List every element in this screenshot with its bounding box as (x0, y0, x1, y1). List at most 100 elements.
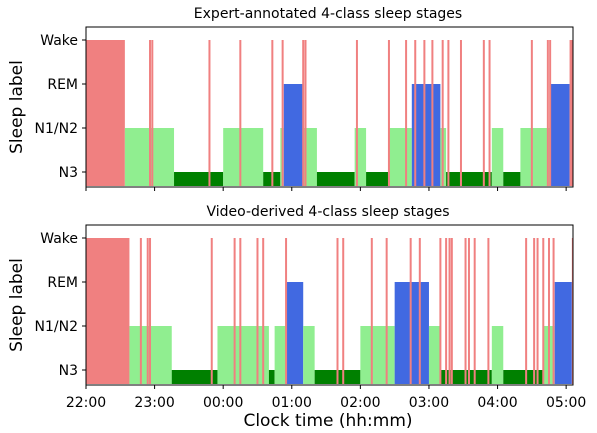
wake-spike (488, 40, 491, 186)
panel2-ylabel: Sleep label (7, 258, 27, 352)
panel2-frame (85, 224, 574, 386)
stage-segment-n1-n2 (428, 326, 441, 384)
wake-spike (467, 238, 470, 384)
stage-segment-n3 (171, 370, 218, 384)
stage-segment-n3 (366, 172, 389, 186)
wake-spike (549, 40, 552, 186)
wake-spike (409, 238, 412, 384)
wake-spike (256, 238, 259, 384)
wake-spike (149, 40, 152, 186)
y-tick-label: REM (47, 275, 78, 291)
y-tick-label: Wake (40, 33, 78, 49)
wake-spike (447, 40, 450, 186)
wake-spike (414, 40, 417, 186)
wake-spike (208, 40, 211, 186)
wake-spike (552, 238, 555, 384)
wake-spike (536, 238, 539, 384)
stage-segment-n3 (446, 172, 492, 186)
stage-segment-n1-n2 (360, 326, 395, 384)
wake-spike (448, 238, 451, 384)
wake-spike (441, 40, 444, 186)
y-tick-label: N1/N2 (35, 121, 78, 137)
stage-segment-n1-n2 (223, 128, 264, 186)
wake-spike (271, 40, 274, 186)
wake-spike (342, 238, 345, 384)
wake-spike (487, 238, 490, 384)
wake-spike (239, 40, 242, 186)
wake-spike (525, 238, 528, 384)
stage-segment-n3 (503, 172, 521, 186)
wake-spike (423, 40, 426, 186)
panel1-frame (85, 26, 574, 188)
wake-spike (285, 238, 288, 384)
stage-segment-n3 (268, 370, 275, 384)
panel2-xticks: 22:00 23:00 00:00 01:00 02:00 03:00 04:00 05:00 (66, 385, 586, 411)
stage-segment-rem (394, 282, 429, 384)
wake-spike (239, 238, 242, 384)
panel1-yticks: N3 N1/N2 REM Wake (35, 33, 86, 181)
stage-segment-n1-n2 (303, 326, 315, 384)
panel1-ylabel: Sleep label (7, 60, 27, 154)
wake-spike (445, 238, 448, 384)
y-tick-label: N3 (59, 363, 78, 379)
y-tick-label: N1/N2 (35, 319, 78, 335)
panel-video: Video-derived 4-class sleep stages N3 N1/… (7, 204, 586, 431)
wake-spike (281, 40, 284, 186)
wake-spike (439, 238, 442, 384)
wake-spike (530, 40, 533, 186)
stage-segment-wake (86, 40, 125, 186)
stage-segment-rem (411, 84, 441, 186)
wake-spike (542, 238, 545, 384)
wake-spike (546, 40, 549, 186)
stage-segment-n1-n2 (274, 326, 287, 384)
x-tick-label: 03:00 (409, 395, 449, 411)
wake-spike (418, 238, 421, 384)
panel2-title: Video-derived 4-class sleep stages (207, 204, 450, 220)
panel-expert: Expert-annotated 4-class sleep stages N3… (7, 6, 574, 191)
panel1-xticks (85, 187, 567, 191)
wake-spike (336, 238, 339, 384)
wake-spike (450, 238, 453, 384)
stage-segment-n1-n2 (388, 128, 412, 186)
wake-spike (304, 40, 307, 186)
wake-spike (302, 40, 305, 186)
stage-segment-n1-n2 (217, 326, 269, 384)
y-tick-label: REM (47, 77, 78, 93)
wake-spike (482, 40, 485, 186)
y-tick-label: N3 (59, 165, 78, 181)
panel1-bars (86, 40, 573, 186)
stage-segment-rem (550, 84, 570, 186)
stage-segment-rem (554, 282, 572, 384)
wake-spike (405, 40, 408, 186)
wake-spike (149, 238, 152, 384)
wake-spike (464, 238, 467, 384)
wake-spike (146, 238, 149, 384)
stage-segment-rem (283, 84, 304, 186)
wake-spike (262, 238, 265, 384)
wake-spike (151, 40, 154, 186)
x-tick-label: 23:00 (134, 395, 174, 411)
x-tick-label: 04:00 (477, 395, 517, 411)
x-axis-label: Clock time (hh:mm) (243, 411, 412, 431)
x-tick-label: 22:00 (66, 395, 106, 411)
stage-segment-wake (569, 40, 573, 186)
stage-segment-n3 (174, 172, 224, 186)
stage-segment-n1-n2 (491, 326, 504, 384)
stage-segment-rem (286, 282, 304, 384)
x-tick-label: 02:00 (340, 395, 380, 411)
stage-segment-n1-n2 (520, 128, 551, 186)
wake-spike (547, 238, 550, 384)
x-tick-label: 01:00 (272, 395, 312, 411)
wake-spike (210, 238, 213, 384)
wake-spike (385, 238, 388, 384)
wake-spike (139, 238, 142, 384)
wake-spike (355, 40, 358, 186)
wake-spike (533, 238, 536, 384)
stage-segment-wake (571, 238, 573, 384)
wake-spike (387, 40, 390, 186)
wake-spike (431, 40, 434, 186)
wake-spike (233, 238, 236, 384)
panel2-bars (86, 238, 573, 384)
panel2-yticks: N3 N1/N2 REM Wake (35, 231, 86, 379)
